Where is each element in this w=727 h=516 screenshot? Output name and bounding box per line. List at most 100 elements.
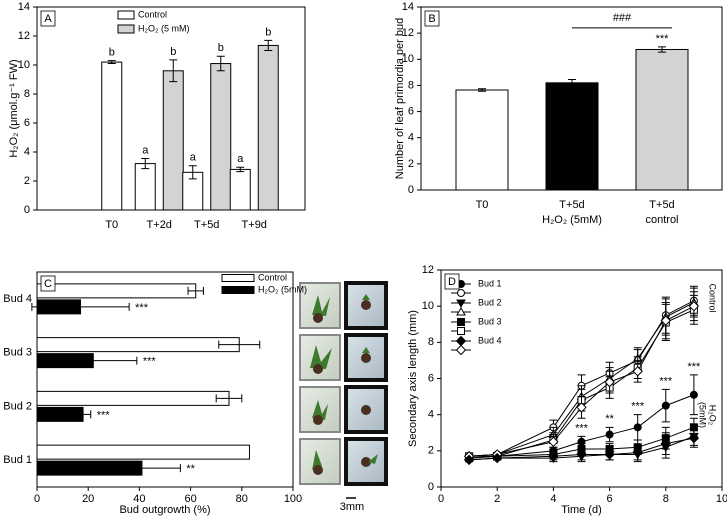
significance-mark: **	[549, 433, 558, 445]
point	[661, 401, 670, 410]
series-line	[469, 305, 695, 457]
x-tick-label: T+5d	[194, 219, 219, 231]
x-tick-sublabel: H₂O₂ (5mM)	[542, 214, 602, 226]
point	[632, 447, 643, 458]
x-tick-label: 40	[133, 493, 145, 505]
comparison-label: ###	[613, 12, 632, 24]
photo	[299, 334, 341, 381]
error-bar	[236, 166, 245, 173]
legend-marker	[456, 306, 466, 316]
significance-letter: b	[109, 47, 115, 59]
point	[605, 430, 614, 439]
y-tick-label: 8	[408, 79, 414, 91]
legend-marker	[457, 318, 465, 326]
error-bar	[568, 79, 576, 87]
panel-label-box	[424, 10, 440, 27]
series-line	[469, 302, 695, 457]
series-line	[469, 426, 695, 459]
significance-letter: a	[190, 152, 197, 164]
legend-label: Bud 1	[478, 278, 502, 288]
panel-label-box	[40, 10, 56, 27]
significance-mark: ***	[135, 302, 149, 314]
y-tick-label: 10	[422, 300, 434, 312]
legend-label: Control	[138, 9, 167, 19]
y-tick-label: 4	[24, 146, 30, 158]
significance-mark: ***	[97, 409, 111, 421]
x-tick-label: 0	[34, 493, 40, 505]
legend-marker	[456, 299, 466, 309]
panel-label: A	[44, 13, 52, 25]
significance-letter: b	[170, 46, 176, 58]
point	[463, 454, 475, 466]
y-tick-label: 10	[18, 59, 30, 71]
bar	[36, 390, 230, 406]
x-tick-label: 60	[184, 493, 196, 505]
point	[660, 315, 672, 326]
y-axis-label: H₂O₂ (μmol.g⁻¹ FW)	[8, 59, 20, 157]
y-tick-label: 8	[24, 88, 30, 100]
error-bar	[103, 464, 181, 473]
x-tick-label: 10	[716, 493, 727, 505]
error-bar	[188, 165, 197, 180]
plot-frame	[36, 271, 294, 488]
y-tick-label: Bud 4	[3, 293, 32, 305]
group-label: Control	[708, 283, 718, 312]
error-bar	[49, 356, 138, 365]
point	[633, 423, 642, 432]
y-tick-label: 2	[428, 445, 434, 457]
x-axis-label: Time (d)	[561, 504, 602, 516]
x-tick-label: 2	[494, 493, 500, 505]
panel-label-box	[40, 275, 56, 292]
significance-letter: b	[218, 42, 224, 54]
legend-swatch	[221, 274, 255, 282]
point	[688, 300, 700, 312]
y-axis-label: Number of leaf primordia per bud	[394, 18, 406, 179]
legend-swatch	[221, 286, 255, 294]
legend-marker	[455, 344, 467, 356]
error-bar	[31, 302, 130, 311]
y-tick-label: Bud 2	[3, 400, 32, 412]
bar	[134, 163, 156, 211]
error-bar	[107, 60, 116, 65]
significance-mark: **	[605, 413, 614, 425]
bar	[162, 70, 184, 211]
x-tick-label: T+2d	[147, 219, 172, 231]
y-tick-label: Bud 1	[3, 454, 32, 466]
panel-label: C	[44, 278, 52, 290]
significance-letter: a	[142, 144, 149, 156]
y-tick-label: 2	[408, 158, 414, 170]
y-tick-label: 4	[408, 132, 414, 144]
significance-mark: ***	[659, 375, 673, 387]
group-label: H₂O₂	[708, 405, 718, 426]
point	[604, 449, 615, 460]
error-bar	[215, 394, 243, 403]
significance-letter: b	[265, 26, 271, 38]
point	[548, 451, 559, 462]
x-tick-label: T0	[476, 199, 489, 211]
y-tick-label: 6	[408, 105, 414, 117]
y-tick-label: 4	[428, 409, 434, 421]
significance-mark: **	[186, 463, 195, 475]
error-bar	[264, 39, 273, 51]
point	[660, 438, 672, 449]
y-tick-label: 0	[408, 184, 414, 196]
bar	[210, 63, 232, 211]
panel-label: D	[448, 276, 456, 288]
error-bar	[216, 55, 225, 72]
plant-shapes	[310, 294, 378, 475]
bar	[36, 337, 240, 353]
y-axis-label: Secondary axis length (mm)	[407, 310, 419, 447]
series-line	[469, 394, 695, 459]
y-tick-label: 14	[402, 1, 414, 13]
bar	[36, 444, 250, 460]
bar	[635, 48, 689, 191]
bar	[455, 89, 509, 191]
x-tick-sublabel: control	[645, 214, 678, 226]
x-tick-label: T+9d	[242, 219, 267, 231]
legend-label: Bud 3	[478, 316, 502, 326]
legend-marker	[455, 335, 467, 347]
x-tick-label: T+5d	[559, 199, 584, 211]
x-tick-label: 6	[607, 493, 613, 505]
bar	[257, 44, 279, 211]
